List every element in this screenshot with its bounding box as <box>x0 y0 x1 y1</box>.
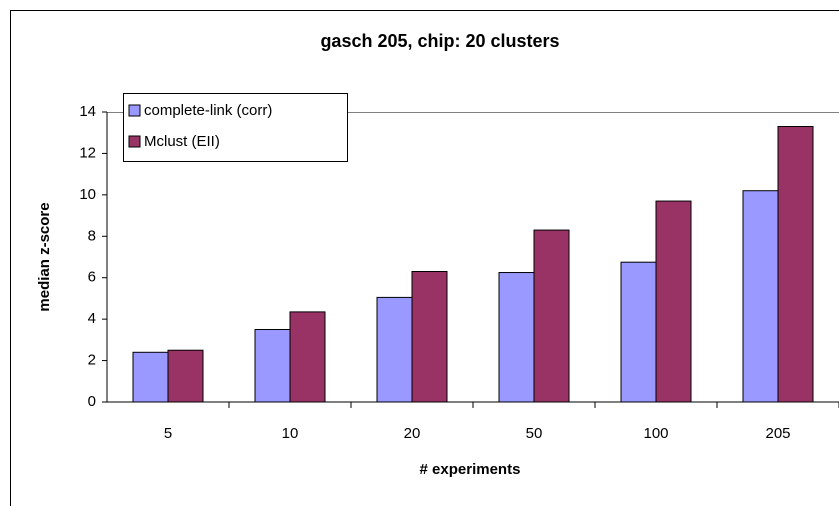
x-tick-label: 205 <box>765 425 790 442</box>
bar <box>132 351 169 403</box>
y-tick-label: 8 <box>88 227 96 244</box>
legend-swatch <box>128 135 141 148</box>
x-tick-label: 100 <box>643 425 668 442</box>
bar <box>777 126 814 403</box>
y-tick-label: 4 <box>88 310 96 327</box>
x-tick-label: 10 <box>282 425 299 442</box>
x-tick-label: 20 <box>404 425 421 442</box>
y-axis-label: median z-score <box>36 202 53 311</box>
chart-title: gasch 205, chip: 20 clusters <box>320 31 559 51</box>
bar <box>655 200 692 403</box>
bar <box>289 311 326 403</box>
x-tick-label: 5 <box>164 425 172 442</box>
legend-label: complete-link (corr) <box>144 102 272 119</box>
bar <box>254 329 291 403</box>
legend-box <box>123 93 348 162</box>
y-tick-label: 12 <box>79 144 96 161</box>
bar <box>376 296 413 403</box>
y-tick-label: 14 <box>79 103 96 120</box>
chart-frame <box>10 10 839 506</box>
bar <box>411 271 448 403</box>
y-tick-label: 6 <box>88 269 96 286</box>
x-axis-label: # experiments <box>420 461 521 478</box>
bar <box>498 272 535 403</box>
x-tick-label: 50 <box>526 425 543 442</box>
y-tick-label: 2 <box>88 352 96 369</box>
bar <box>167 349 204 403</box>
bar <box>533 229 570 403</box>
legend-label: Mclust (EII) <box>144 133 220 150</box>
bar <box>742 190 779 403</box>
y-tick-label: 0 <box>88 393 96 410</box>
legend-swatch <box>128 104 141 117</box>
y-tick-label: 10 <box>79 186 96 203</box>
bar <box>620 261 657 403</box>
